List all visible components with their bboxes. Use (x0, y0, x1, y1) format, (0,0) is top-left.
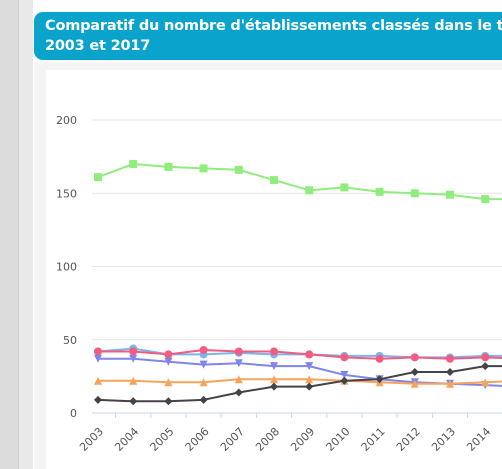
series-line-5 (98, 378, 502, 385)
chart-title-line-2: 2003 et 2017 (45, 38, 151, 54)
data-point (94, 354, 102, 363)
data-point (270, 382, 278, 391)
data-point (446, 367, 454, 376)
data-point (129, 376, 138, 385)
data-point (446, 354, 454, 363)
data-point (375, 375, 384, 384)
data-point (481, 378, 490, 387)
data-point (305, 350, 314, 359)
data-point (446, 190, 454, 199)
data-point (270, 347, 278, 356)
x-tick-label: 2013 (429, 425, 458, 454)
series-line-6 (97, 365, 502, 403)
data-point (410, 367, 419, 376)
data-point (410, 353, 419, 362)
series-line-4 (98, 357, 502, 387)
data-point (234, 375, 243, 384)
data-point (199, 395, 208, 404)
data-point (199, 378, 208, 387)
data-point (340, 353, 349, 362)
data-point (446, 379, 454, 388)
data-point (94, 347, 102, 356)
data-point (129, 159, 138, 168)
chart-header: Comparatif du nombre d'établissements cl… (34, 12, 502, 60)
y-tick-label: 200 (56, 114, 77, 127)
data-point (199, 360, 208, 369)
data-point (481, 353, 490, 362)
data-point (94, 395, 102, 404)
y-tick-label: 0 (70, 407, 77, 420)
data-point (164, 350, 173, 359)
data-point (234, 359, 243, 368)
data-point (305, 375, 314, 384)
x-tick-label: 2004 (112, 425, 141, 454)
data-point (164, 378, 173, 387)
data-point (164, 162, 173, 171)
data-point (270, 176, 278, 185)
data-point (234, 388, 243, 397)
series-line-3 (98, 349, 502, 360)
data-point (129, 347, 138, 356)
data-point (305, 362, 314, 371)
data-point (94, 173, 102, 182)
x-tick-label: 2009 (288, 425, 317, 454)
data-point (305, 382, 314, 391)
x-tick-label: 2014 (464, 425, 493, 454)
y-tick-label: 50 (63, 334, 77, 347)
y-tick-label: 150 (56, 187, 77, 200)
data-point (270, 375, 278, 384)
x-tick-label: 2010 (324, 425, 353, 454)
data-point (234, 347, 243, 356)
data-point (129, 397, 138, 406)
data-point (129, 354, 138, 363)
x-tick-label: 2003 (77, 425, 106, 454)
data-point (375, 187, 384, 196)
x-tick-label: 2008 (253, 425, 282, 454)
x-tick-label: 2012 (394, 425, 423, 454)
x-tick-label: 2007 (218, 425, 247, 454)
chart-title-line-1: Comparatif du nombre d'établissements cl… (45, 18, 502, 34)
data-point (305, 186, 314, 195)
data-point (410, 189, 419, 198)
y-tick-label: 100 (56, 261, 77, 274)
data-point (234, 165, 243, 174)
data-point (481, 195, 490, 204)
data-point (340, 370, 349, 379)
data-point (481, 362, 490, 371)
data-point (340, 376, 349, 385)
data-point (164, 397, 173, 406)
series-line-1 (97, 162, 502, 201)
data-point (375, 354, 384, 363)
x-tick-label: 2011 (359, 425, 388, 454)
left-panel-strip (0, 0, 19, 469)
x-tick-label: 2005 (148, 425, 177, 454)
data-point (270, 362, 278, 371)
x-tick-label: 2006 (183, 425, 212, 454)
data-point (199, 346, 208, 355)
data-point (340, 183, 349, 192)
data-point (199, 164, 208, 173)
data-point (410, 379, 419, 388)
data-point (164, 357, 173, 366)
chart-background (46, 70, 502, 469)
data-point (94, 376, 102, 385)
